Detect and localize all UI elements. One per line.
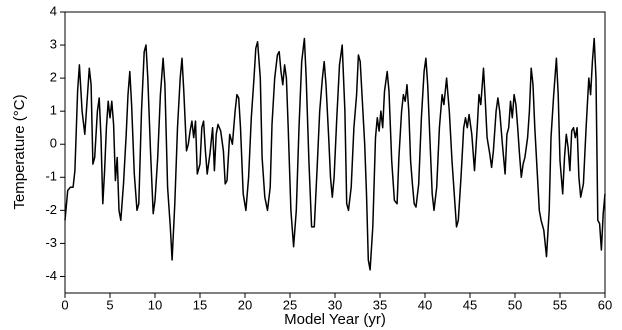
- y-tick-label: 4: [50, 3, 57, 18]
- x-tick-label: 45: [463, 297, 477, 312]
- data-line: [64, 37, 606, 271]
- x-tick-label: 5: [106, 297, 113, 312]
- x-axis-label: Model Year (yr): [284, 311, 386, 328]
- x-tick-label: 20: [238, 297, 252, 312]
- x-tick-label: 55: [553, 297, 567, 312]
- x-tick-label: 40: [418, 297, 432, 312]
- x-tick-label: 0: [61, 297, 68, 312]
- x-tick-label: 35: [373, 297, 387, 312]
- y-axis-label: Temperature (°C): [11, 94, 28, 209]
- y-tick-label: 0: [50, 136, 57, 151]
- y-tick-label: -3: [45, 235, 57, 250]
- x-tick-label: 50: [508, 297, 522, 312]
- y-tick-label: 2: [50, 70, 57, 85]
- y-tick-label: -4: [45, 268, 57, 283]
- x-tick-label: 25: [283, 297, 297, 312]
- y-tick-label: -1: [45, 169, 57, 184]
- x-tick-label: 10: [148, 297, 162, 312]
- x-tick-label: 15: [193, 297, 207, 312]
- x-tick-label: 60: [598, 297, 612, 312]
- x-tick-label: 30: [328, 297, 342, 312]
- y-tick-label: 3: [50, 36, 57, 51]
- y-tick-label: -2: [45, 202, 57, 217]
- y-tick-label: 1: [50, 103, 57, 118]
